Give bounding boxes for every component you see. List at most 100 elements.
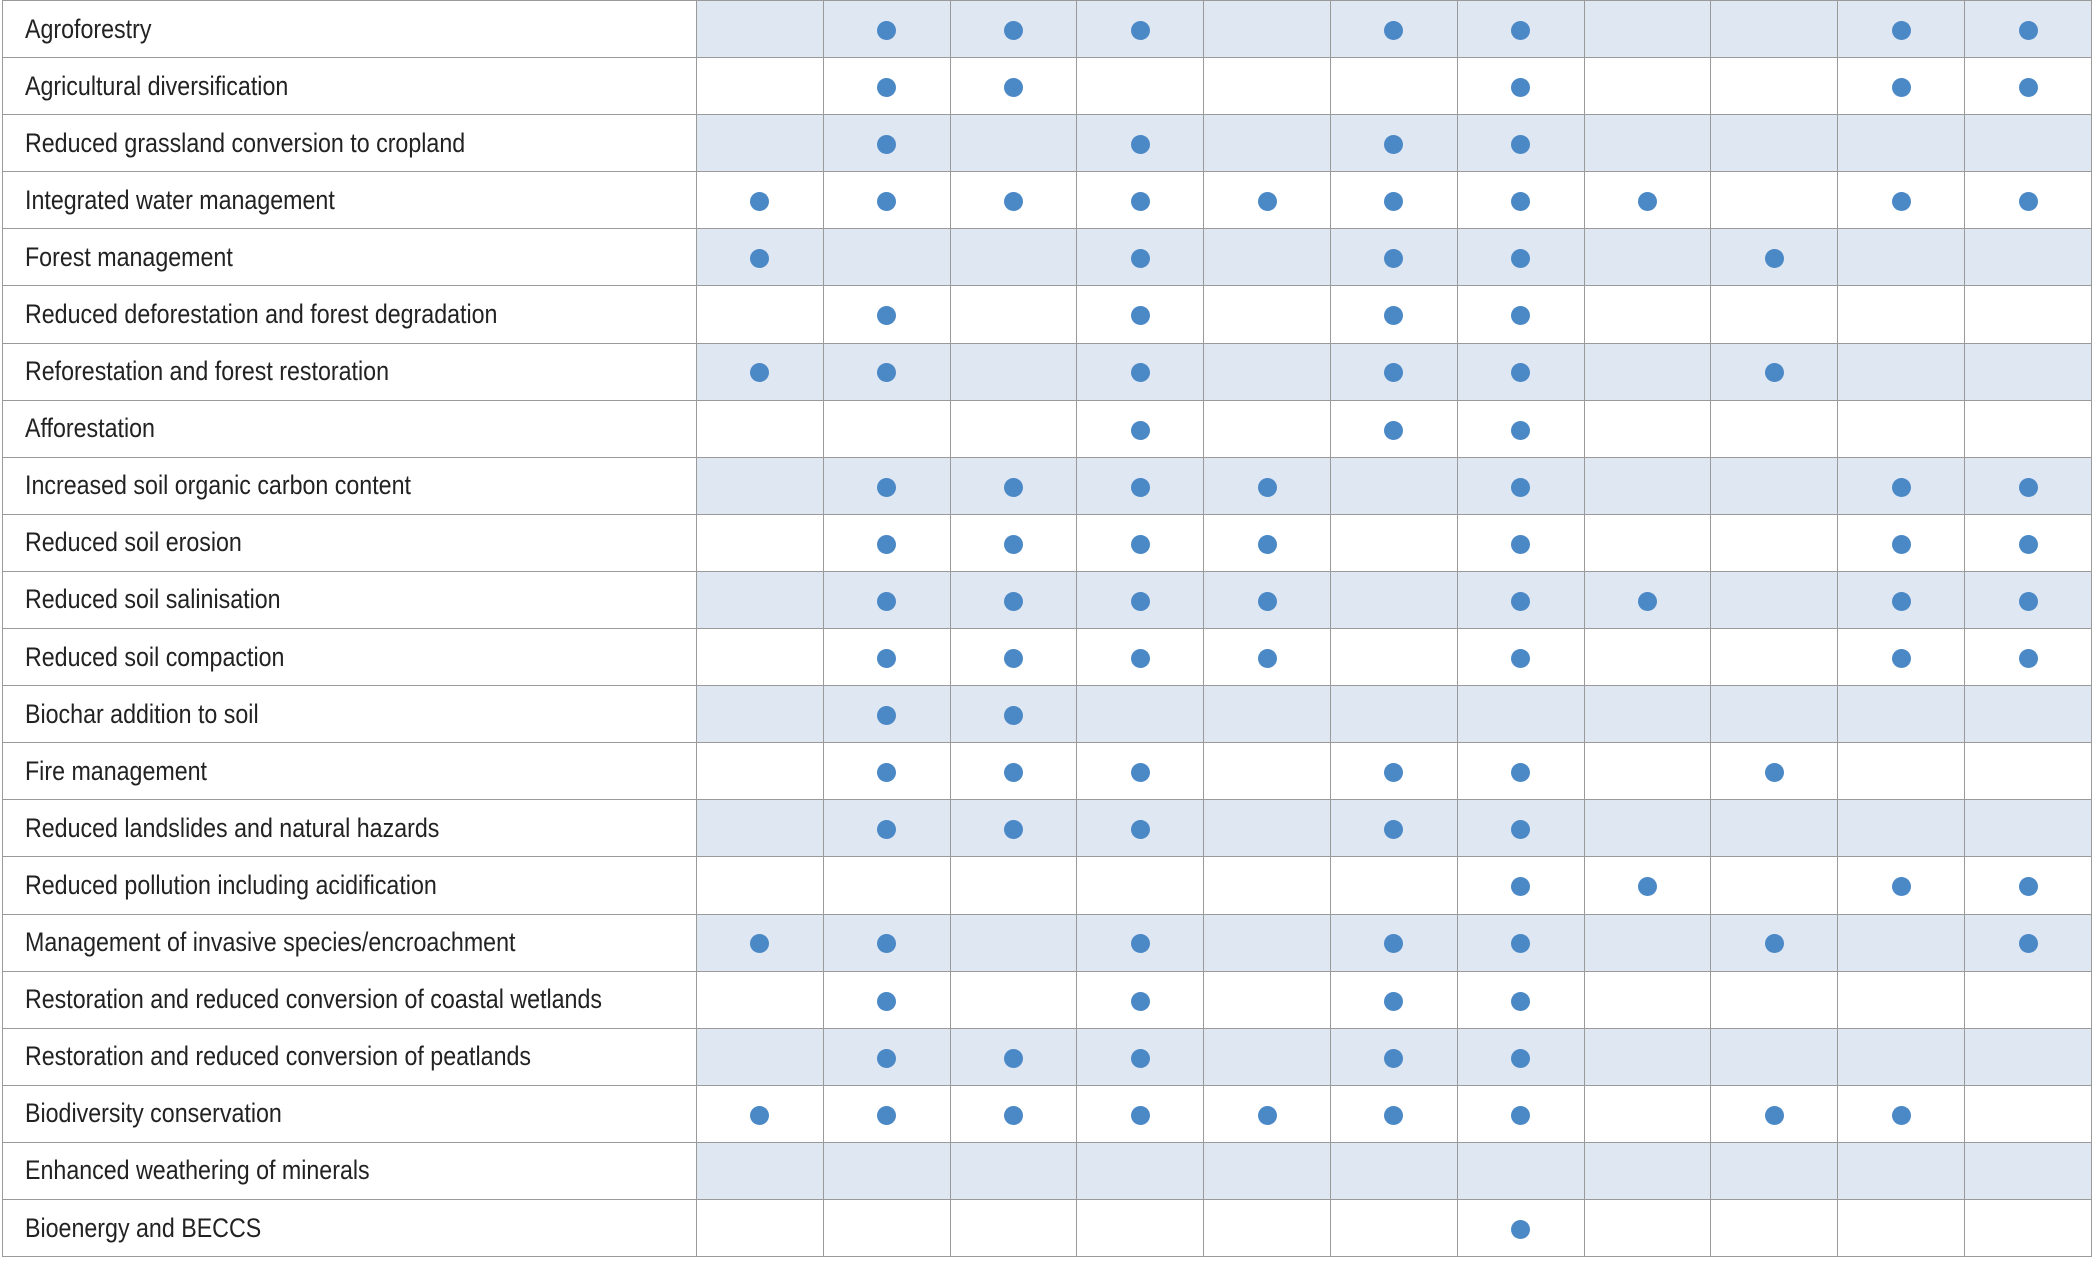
dot-marker-icon	[1511, 306, 1531, 326]
dot-marker-icon	[877, 1105, 897, 1125]
matrix-cell	[1076, 913, 1205, 972]
table-row: Fire management	[2, 742, 2092, 801]
table-row: Agricultural diversification	[2, 57, 2092, 116]
matrix-cell	[1964, 285, 2092, 344]
matrix-cell	[1456, 856, 1585, 915]
matrix-cell	[822, 285, 951, 344]
table-row: Restoration and reduced conversion of pe…	[2, 1027, 2092, 1086]
matrix-cell	[1583, 1198, 1712, 1258]
matrix-cell	[1710, 1084, 1839, 1143]
table-row: Forest management	[2, 228, 2092, 287]
dot-marker-icon	[750, 249, 770, 269]
matrix-cell	[1203, 285, 1331, 344]
matrix-cell	[822, 114, 951, 173]
dot-marker-icon	[1638, 877, 1657, 897]
matrix-cell	[1203, 856, 1331, 915]
dot-marker-icon	[1003, 78, 1023, 98]
matrix-cell	[1203, 1141, 1331, 1200]
matrix-cell	[1456, 799, 1585, 858]
matrix-cell	[1710, 171, 1839, 230]
row-label-cell: Bioenergy and BECCS	[2, 1198, 697, 1258]
matrix-cell	[822, 970, 951, 1029]
matrix-cell	[1583, 970, 1712, 1029]
matrix-cell	[1329, 513, 1458, 572]
matrix-cell	[1203, 799, 1331, 858]
dot-marker-icon	[877, 192, 897, 212]
table-row: Restoration and reduced conversion of co…	[2, 970, 2092, 1029]
dot-marker-icon	[2018, 877, 2038, 897]
dot-marker-icon	[1257, 477, 1277, 497]
matrix-cell	[695, 856, 824, 915]
table-row: Afforestation	[2, 399, 2092, 458]
matrix-cell	[949, 285, 1078, 344]
row-label: Restoration and reduced conversion of co…	[25, 984, 602, 1015]
matrix-cell	[1837, 1198, 1966, 1258]
row-label: Reduced pollution including acidificatio…	[25, 869, 437, 900]
dot-marker-icon	[1003, 534, 1023, 554]
matrix-cell	[695, 1084, 824, 1143]
row-label: Reduced soil erosion	[25, 527, 242, 558]
matrix-cell	[1076, 1141, 1205, 1200]
dot-marker-icon	[2018, 20, 2038, 40]
matrix-cell	[1203, 114, 1331, 173]
matrix-cell	[695, 628, 824, 687]
matrix-cell	[1456, 285, 1585, 344]
dot-marker-icon	[1511, 763, 1531, 783]
matrix-cell	[822, 0, 951, 59]
dot-marker-icon	[1130, 934, 1150, 954]
matrix-cell	[1583, 685, 1712, 744]
row-label: Afforestation	[25, 413, 155, 444]
matrix-cell	[1710, 114, 1839, 173]
matrix-cell	[1583, 456, 1712, 515]
matrix-cell	[822, 228, 951, 287]
dot-marker-icon	[1891, 1105, 1911, 1125]
row-label-cell: Reduced landslides and natural hazards	[2, 799, 697, 858]
matrix-cell	[1964, 970, 2092, 1029]
dot-marker-icon	[1384, 249, 1404, 269]
matrix-cell	[1837, 285, 1966, 344]
matrix-cell	[1837, 513, 1966, 572]
matrix-cell	[1964, 171, 2092, 230]
matrix-cell	[1837, 342, 1966, 401]
matrix-cell	[1329, 342, 1458, 401]
matrix-cell	[1964, 456, 2092, 515]
matrix-cell	[1456, 685, 1585, 744]
matrix-cell	[1329, 114, 1458, 173]
matrix-cell	[1964, 570, 2092, 630]
dot-marker-icon	[877, 363, 897, 383]
matrix-cell	[1456, 228, 1585, 287]
dot-marker-icon	[1764, 934, 1784, 954]
dot-marker-icon	[877, 20, 897, 40]
table-row: Reduced landslides and natural hazards	[2, 799, 2092, 858]
row-label: Forest management	[25, 241, 233, 272]
row-label: Management of invasive species/encroachm…	[25, 927, 516, 958]
dot-marker-icon	[750, 192, 770, 212]
matrix-cell	[1203, 685, 1331, 744]
dot-marker-icon	[1511, 20, 1531, 40]
matrix-cell	[822, 1198, 951, 1258]
dot-marker-icon	[1003, 477, 1023, 497]
row-label-cell: Integrated water management	[2, 171, 697, 230]
matrix-cell	[1329, 456, 1458, 515]
dot-marker-icon	[1511, 1105, 1531, 1125]
dot-marker-icon	[1384, 135, 1404, 155]
matrix-cell	[1203, 1084, 1331, 1143]
dot-marker-icon	[1003, 763, 1023, 783]
matrix-cell	[1964, 1141, 2092, 1200]
matrix-cell	[1076, 285, 1205, 344]
table-row: Increased soil organic carbon content	[2, 456, 2092, 515]
matrix-cell	[1964, 913, 2092, 972]
matrix-cell	[822, 171, 951, 230]
matrix-cell	[1583, 114, 1712, 173]
row-label-cell: Afforestation	[2, 399, 697, 458]
dot-marker-icon	[750, 934, 770, 954]
dot-marker-icon	[1257, 648, 1277, 668]
matrix-cell	[1076, 57, 1205, 116]
dot-marker-icon	[1764, 1105, 1784, 1125]
matrix-cell	[1456, 570, 1585, 630]
matrix-cell	[949, 171, 1078, 230]
dot-marker-icon	[2018, 477, 2038, 497]
dot-marker-icon	[877, 1048, 897, 1068]
matrix-cell	[1329, 399, 1458, 458]
